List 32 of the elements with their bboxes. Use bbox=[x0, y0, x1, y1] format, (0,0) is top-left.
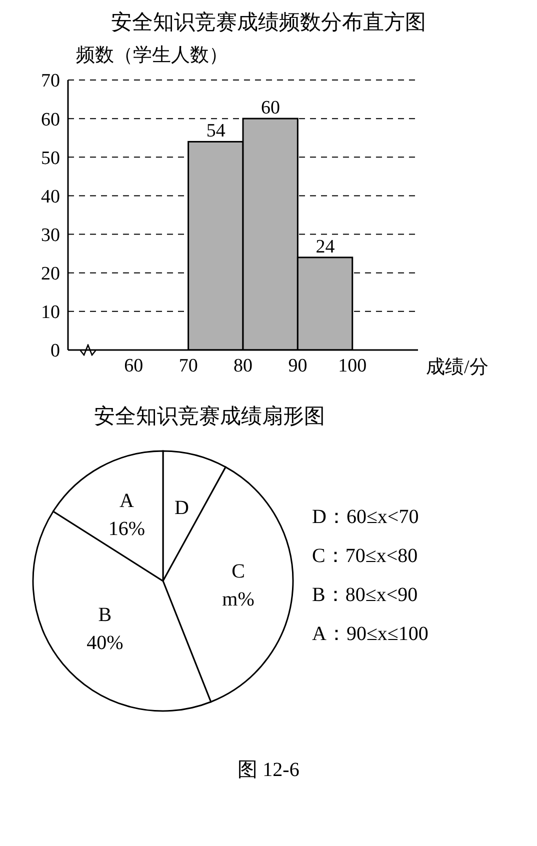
text: C：70≤x<80 bbox=[312, 544, 419, 569]
data-label: 54 bbox=[206, 120, 226, 142]
x-tick-label: 100 bbox=[338, 355, 367, 376]
text: B：80≤x<90 bbox=[312, 583, 419, 608]
data-label: m% bbox=[222, 588, 254, 611]
caption: 图 12-6 bbox=[236, 758, 300, 783]
y-tick-label: 70 bbox=[41, 70, 60, 92]
data-label: 60 bbox=[261, 98, 280, 119]
slice-label: D bbox=[174, 496, 189, 519]
chart-title: 安全知识竞赛成绩频数分布直方图 bbox=[110, 9, 427, 36]
y-tick-label: 10 bbox=[41, 302, 60, 324]
y-tick-label: 0 bbox=[50, 340, 60, 362]
text: D：60≤x<70 bbox=[312, 505, 420, 530]
y-tick-label: 50 bbox=[41, 148, 60, 169]
x-axis-title: 成绩/分 bbox=[426, 356, 488, 380]
data-label: 40% bbox=[86, 632, 124, 654]
slice-label: A bbox=[119, 490, 134, 512]
x-tick-label: 80 bbox=[234, 355, 252, 376]
y-axis-title: 频数（学生人数） bbox=[76, 44, 229, 68]
slice-label: B bbox=[98, 604, 112, 626]
chart-title: 安全知识竞赛成绩扇形图 bbox=[94, 403, 326, 430]
x-tick-label: 60 bbox=[124, 355, 144, 376]
text: A：90≤x≤100 bbox=[312, 622, 428, 647]
y-tick-label: 40 bbox=[41, 186, 60, 208]
data-label: 24 bbox=[316, 236, 336, 258]
slice-label: C bbox=[232, 560, 245, 583]
data-label: 16% bbox=[108, 518, 146, 540]
y-tick-label: 60 bbox=[41, 109, 60, 130]
y-tick-label: 30 bbox=[41, 225, 60, 246]
x-tick-label: 90 bbox=[288, 355, 308, 376]
x-tick-label: 70 bbox=[178, 355, 198, 376]
y-tick-label: 20 bbox=[41, 264, 60, 285]
